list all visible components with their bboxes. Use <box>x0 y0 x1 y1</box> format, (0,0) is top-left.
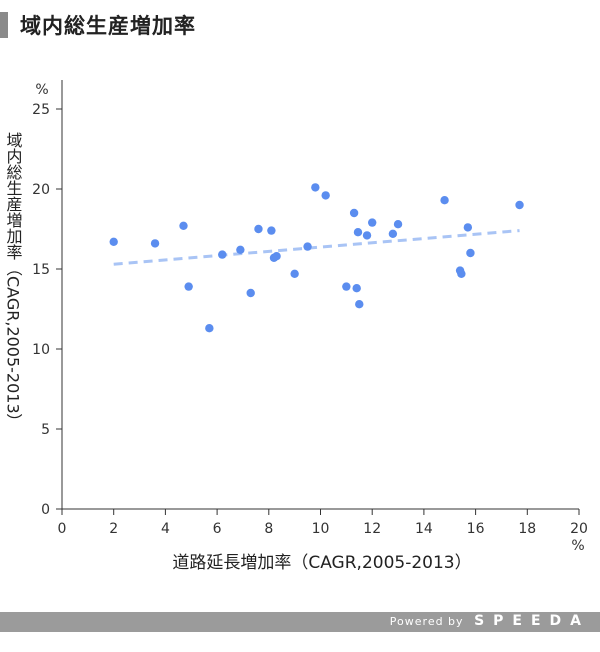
data-point <box>321 191 330 200</box>
data-point <box>355 300 364 309</box>
x-axis-title: 道路延長増加率（CAGR,2005-2013） <box>172 553 471 573</box>
data-point <box>109 237 118 246</box>
data-point <box>342 282 351 291</box>
x-tick-label: 6 <box>213 521 222 537</box>
data-point <box>150 239 160 248</box>
data-point <box>290 269 299 278</box>
y-tick-label: 10 <box>32 342 50 358</box>
data-point <box>515 200 524 210</box>
x-tick-label: 16 <box>467 521 485 537</box>
data-point <box>205 324 214 333</box>
speeda-logo: SPEEDA <box>474 613 590 629</box>
data-point <box>393 220 403 229</box>
data-point <box>303 242 312 251</box>
x-tick-label: 18 <box>518 521 536 537</box>
data-point <box>388 229 398 238</box>
x-unit-label: % <box>571 538 584 554</box>
y-unit-label: % <box>35 82 48 98</box>
y-axis-title: 域内総生産増加率（CAGR,2005-2013） <box>4 132 23 430</box>
data-point <box>311 183 320 192</box>
footer-bar: Powered by SPEEDA <box>0 612 600 632</box>
footer-credit: Powered by SPEEDA <box>390 613 590 629</box>
data-point <box>218 250 227 259</box>
x-tick-label: 0 <box>58 521 67 537</box>
data-point <box>184 282 193 291</box>
data-point <box>349 208 359 218</box>
title-bar: 域内総生産増加率 <box>0 10 600 38</box>
data-point <box>254 224 263 234</box>
y-tick-label: 5 <box>41 422 50 438</box>
x-tick-label: 12 <box>363 521 381 537</box>
x-tick-label: 4 <box>161 521 170 537</box>
data-point <box>466 248 475 258</box>
data-point <box>368 218 377 227</box>
x-tick-label: 10 <box>312 521 330 537</box>
chart-title: 域内総生産増加率 <box>20 14 196 38</box>
data-point <box>362 231 372 240</box>
data-point <box>440 196 449 205</box>
data-point <box>272 252 281 261</box>
data-point <box>236 245 245 254</box>
data-point <box>246 288 255 298</box>
x-tick-label: 14 <box>415 521 433 537</box>
scatter-chart: 0 5 10 15 20 25 0 2 4 6 8 10 12 14 16 18 20%% 道路延長増加率（CAG… <box>4 80 588 573</box>
x-tick-label: 2 <box>109 521 118 537</box>
data-point <box>463 223 473 232</box>
powered-by-text: Powered by <box>389 615 464 628</box>
y-tick-label: 0 <box>41 502 50 518</box>
data-point <box>457 269 466 278</box>
y-tick-label: 15 <box>32 262 50 278</box>
x-tick-label: 8 <box>264 521 273 537</box>
data-point <box>179 221 188 230</box>
data-point <box>352 284 361 293</box>
x-tick-label: 20 <box>570 521 588 537</box>
y-tick-label: 25 <box>32 102 50 118</box>
data-point <box>267 226 276 235</box>
y-tick-label: 20 <box>32 182 50 198</box>
trendline <box>113 229 520 266</box>
title-accent <box>0 12 8 38</box>
data-point <box>353 228 363 237</box>
